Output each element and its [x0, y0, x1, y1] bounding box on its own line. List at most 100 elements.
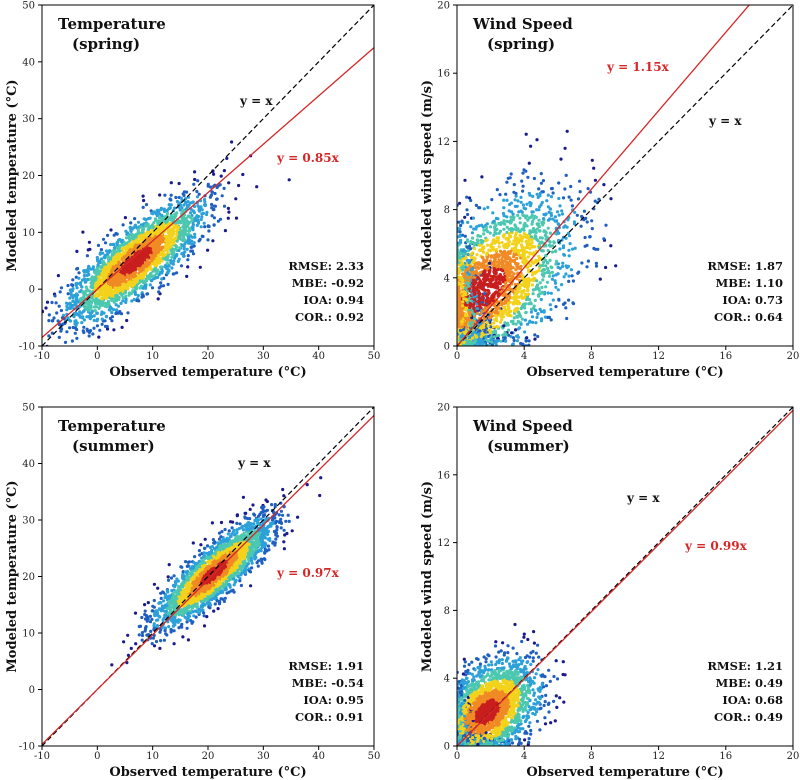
- data-point: [114, 294, 118, 298]
- data-point: [162, 209, 167, 213]
- data-point: [108, 316, 112, 320]
- data-point: [514, 290, 518, 294]
- data-point: [526, 175, 530, 179]
- data-point: [188, 241, 192, 245]
- data-point: [482, 228, 486, 232]
- data-point: [85, 327, 89, 331]
- chart-subtitle: (spring): [72, 35, 140, 53]
- data-point: [517, 312, 521, 316]
- data-point: [497, 245, 501, 249]
- data-point: [462, 297, 466, 301]
- data-point: [120, 279, 124, 283]
- data-point: [467, 272, 472, 277]
- data-point: [548, 258, 552, 262]
- data-point: [177, 236, 181, 240]
- data-point: [537, 208, 541, 212]
- data-point: [509, 249, 513, 253]
- data-point: [482, 207, 486, 211]
- data-point: [143, 284, 147, 288]
- data-point: [468, 196, 472, 200]
- data-point: [522, 248, 526, 252]
- data-point: [175, 252, 179, 257]
- data-point: [535, 227, 539, 231]
- data-point: [215, 197, 219, 201]
- data-point: [568, 242, 572, 246]
- data-point: [82, 318, 86, 322]
- data-point: [47, 334, 51, 338]
- data-point: [161, 254, 165, 258]
- data-point: [110, 298, 114, 302]
- data-point: [511, 255, 516, 259]
- data-point: [505, 245, 509, 250]
- data-point: [98, 304, 102, 308]
- data-point: [155, 258, 159, 262]
- data-point: [510, 210, 514, 214]
- data-point: [494, 272, 498, 276]
- data-point: [525, 202, 529, 206]
- data-point: [532, 276, 536, 280]
- data-point: [548, 303, 552, 307]
- data-point: [78, 310, 82, 314]
- data-point: [191, 252, 196, 256]
- data-point: [548, 217, 552, 221]
- data-point: [83, 280, 87, 284]
- data-point: [184, 220, 188, 224]
- data-point: [526, 218, 530, 222]
- data-point: [131, 268, 135, 272]
- data-point: [146, 227, 150, 232]
- data-point: [117, 295, 121, 300]
- data-point: [159, 208, 163, 212]
- data-point: [566, 231, 571, 235]
- data-point: [486, 243, 490, 247]
- data-point: [105, 327, 110, 331]
- data-point: [526, 265, 530, 269]
- data-point: [473, 330, 477, 334]
- data-point: [157, 248, 161, 252]
- data-point: [494, 343, 498, 346]
- data-point: [519, 322, 523, 326]
- data-point: [503, 256, 508, 260]
- data-point: [488, 231, 492, 235]
- data-point: [521, 213, 525, 217]
- data-point: [510, 247, 514, 251]
- data-point: [160, 219, 164, 223]
- data-point: [546, 291, 550, 295]
- data-point: [82, 325, 86, 329]
- data-point: [109, 293, 113, 297]
- data-point: [188, 201, 192, 205]
- data-point: [102, 261, 106, 265]
- data-point: [111, 256, 115, 260]
- data-point: [541, 179, 546, 183]
- data-point: [169, 193, 173, 197]
- data-point: [502, 221, 506, 225]
- data-point: [110, 311, 114, 315]
- data-point: [114, 258, 118, 262]
- data-point: [494, 290, 498, 294]
- data-point: [497, 231, 501, 235]
- data-point: [459, 223, 463, 228]
- data-point: [169, 181, 173, 185]
- data-point: [555, 210, 560, 214]
- data-point: [67, 318, 71, 322]
- data-point: [193, 232, 197, 236]
- data-point: [548, 207, 552, 211]
- data-point: [540, 285, 544, 290]
- data-point: [111, 252, 115, 256]
- data-point: [114, 286, 118, 290]
- data-point: [185, 247, 189, 251]
- data-point: [474, 261, 478, 266]
- data-point: [81, 230, 85, 234]
- data-point: [158, 242, 162, 246]
- data-point: [483, 335, 487, 339]
- data-point: [234, 216, 239, 220]
- data-point: [170, 216, 174, 220]
- data-point: [197, 209, 202, 213]
- data-point: [483, 292, 487, 296]
- data-point: [75, 282, 80, 286]
- data-point: [112, 233, 116, 237]
- data-point: [590, 219, 594, 223]
- data-point: [141, 272, 145, 276]
- data-point: [549, 187, 554, 191]
- data-point: [466, 281, 470, 286]
- data-point: [533, 337, 537, 341]
